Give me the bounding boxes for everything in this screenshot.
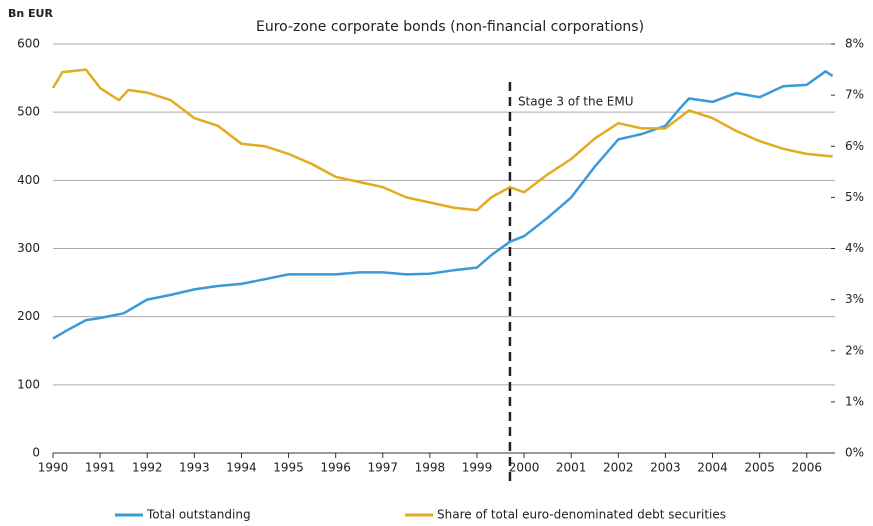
x-tick-label: 2003 bbox=[650, 461, 681, 475]
x-tick-label: 1998 bbox=[415, 461, 446, 475]
legend-label: Share of total euro-denominated debt sec… bbox=[437, 508, 726, 522]
x-tick-label: 1992 bbox=[132, 461, 163, 475]
x-tick-label: 1995 bbox=[273, 461, 304, 475]
x-tick-label: 2000 bbox=[509, 461, 540, 475]
x-tick-label: 1993 bbox=[179, 461, 210, 475]
x-tick-label: 1997 bbox=[367, 461, 398, 475]
y-tick-label: 0 bbox=[32, 446, 40, 460]
y2-tick-label: 2% bbox=[845, 343, 864, 357]
annotation-label: Stage 3 of the EMU bbox=[518, 95, 634, 109]
x-tick-label: 2002 bbox=[603, 461, 634, 475]
y2-tick-label: 4% bbox=[845, 241, 864, 255]
x-tick-label: 2001 bbox=[556, 461, 587, 475]
y-tick-label: 400 bbox=[17, 173, 40, 187]
x-tick-label: 1999 bbox=[462, 461, 493, 475]
y-tick-label: 300 bbox=[17, 241, 40, 255]
x-tick-label: 1991 bbox=[85, 461, 116, 475]
y2-tick-label: 1% bbox=[845, 394, 864, 408]
y2-tick-label: 8% bbox=[845, 37, 864, 51]
y-tick-label: 200 bbox=[17, 309, 40, 323]
series-line bbox=[52, 70, 834, 340]
x-tick-label: 2004 bbox=[697, 461, 728, 475]
chart-title: Euro-zone corporate bonds (non-financial… bbox=[256, 19, 644, 35]
x-tick-label: 2005 bbox=[744, 461, 775, 475]
legend-label: Total outstanding bbox=[146, 508, 251, 522]
series-line bbox=[51, 68, 833, 212]
x-tick-label: 2006 bbox=[791, 461, 822, 475]
x-tick-label: 1994 bbox=[226, 461, 257, 475]
y2-tick-label: 7% bbox=[845, 88, 864, 102]
y2-tick-label: 6% bbox=[845, 139, 864, 153]
y-axis-label: Bn EUR bbox=[8, 7, 53, 20]
y2-tick-label: 0% bbox=[845, 446, 864, 460]
y-tick-label: 600 bbox=[17, 37, 40, 51]
y2-tick-label: 5% bbox=[845, 190, 864, 204]
x-tick-label: 1996 bbox=[320, 461, 351, 475]
y-tick-label: 100 bbox=[17, 377, 40, 391]
y-tick-label: 500 bbox=[17, 105, 40, 119]
y2-tick-label: 3% bbox=[845, 292, 864, 306]
x-tick-label: 1990 bbox=[38, 461, 69, 475]
